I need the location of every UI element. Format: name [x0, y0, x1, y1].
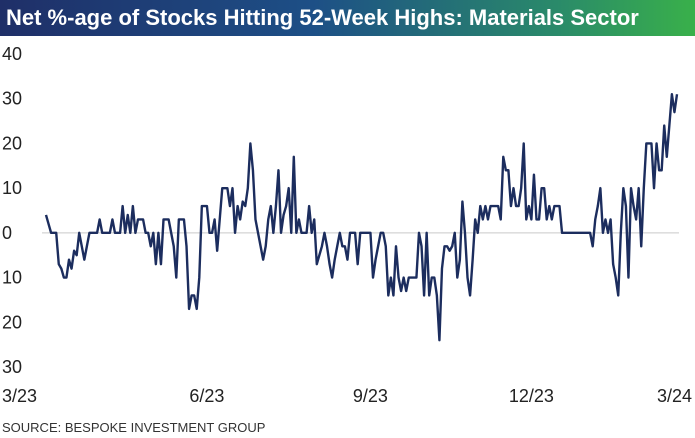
- y-tick-label: 30: [2, 357, 22, 377]
- source-note: SOURCE: BESPOKE INVESTMENT GROUP: [2, 420, 266, 435]
- y-tick-label: 20: [2, 133, 22, 153]
- y-tick-label: 10: [2, 178, 22, 198]
- series-line: [44, 93, 679, 342]
- y-tick-label: 30: [2, 89, 22, 109]
- x-tick-label: 3/24: [657, 386, 692, 406]
- x-axis: 3/23 6/23 9/23 12/23 3/24: [2, 386, 692, 406]
- y-tick-label: 20: [2, 312, 22, 332]
- chart-title: Net %-age of Stocks Hitting 52-Week High…: [0, 0, 695, 36]
- x-tick-label: 12/23: [509, 386, 554, 406]
- y-axis: 40 30 20 10 0 10 20 30: [2, 44, 22, 377]
- x-tick-label: 6/23: [189, 386, 224, 406]
- x-tick-label: 3/23: [2, 386, 37, 406]
- y-tick-label: 40: [2, 44, 22, 64]
- y-tick-label: 10: [2, 268, 22, 288]
- y-tick-label: 0: [2, 223, 12, 243]
- line-chart: 40 30 20 10 0 10 20 30 3/23 6/23 9/23 12/23 3/24: [2, 44, 692, 406]
- x-tick-label: 9/23: [353, 386, 388, 406]
